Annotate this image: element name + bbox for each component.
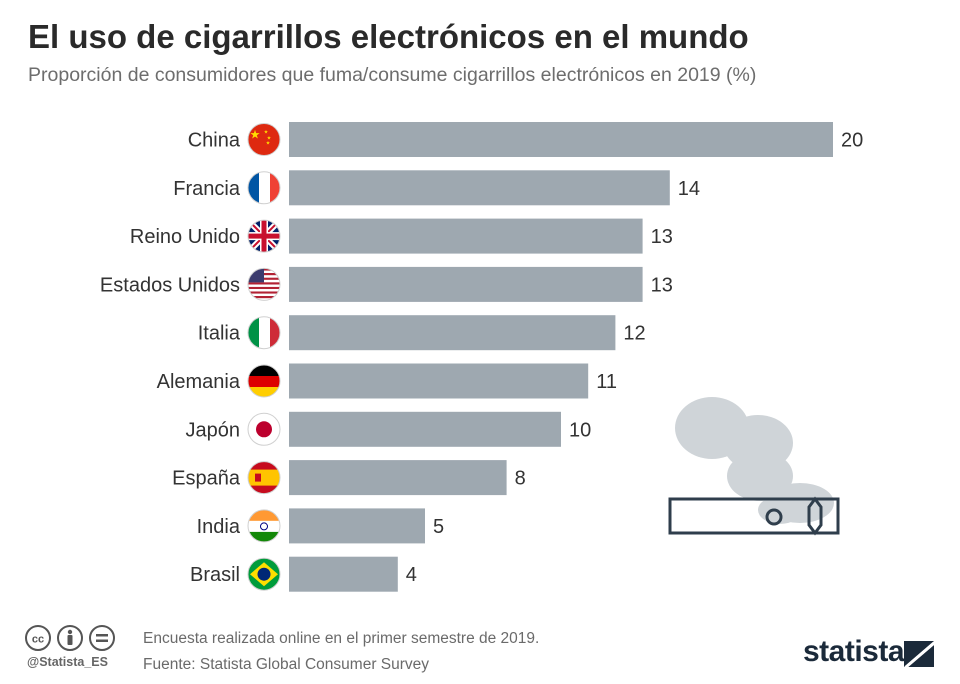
cc-icon: cc [25, 625, 51, 651]
germany-flag-icon [247, 364, 281, 398]
japan-flag-icon [247, 412, 281, 446]
svg-text:★: ★ [264, 130, 269, 136]
value-label: 4 [406, 564, 417, 586]
value-label: 10 [569, 419, 591, 441]
svg-text:cc: cc [32, 634, 44, 646]
category-label: Japón [186, 419, 241, 441]
e-cigarette-icon [668, 496, 840, 536]
bar-7 [289, 460, 507, 496]
bar-4 [289, 315, 616, 351]
chart-subtitle: Proporción de consumidores que fuma/cons… [28, 64, 757, 86]
bar-0 [289, 122, 833, 157]
smoke-cloud-icon [675, 397, 834, 524]
category-label: Francia [173, 178, 241, 200]
india-flag-icon [247, 509, 281, 543]
spain-flag-icon [247, 461, 281, 495]
category-label: España [172, 468, 241, 490]
category-label: Italia [198, 323, 241, 345]
survey-note: Encuesta realizada online en el primer s… [143, 630, 540, 647]
category-label: China [188, 130, 241, 152]
bar-6 [289, 411, 561, 447]
footer-notes: Encuesta realizada online en el primer s… [143, 626, 539, 678]
category-label: Estados Unidos [100, 274, 240, 296]
uk-flag-icon [247, 219, 281, 253]
brazil-flag-icon [247, 557, 281, 591]
category-label: India [197, 516, 241, 538]
bar-9 [289, 556, 398, 592]
value-label: 20 [841, 130, 863, 152]
attribution-icon [57, 625, 83, 651]
bar-1 [289, 170, 670, 206]
value-label: 11 [596, 371, 617, 393]
svg-text:★: ★ [250, 128, 261, 142]
chart-title: El uso de cigarrillos electrónicos en el… [28, 18, 749, 55]
value-label: 13 [651, 226, 673, 248]
bar-5 [289, 363, 589, 399]
statista-logo-text[interactable]: statista [803, 635, 905, 668]
e-cigarette-illustration [668, 397, 840, 536]
category-label: Brasil [190, 564, 240, 586]
value-label: 13 [651, 274, 673, 296]
bar-8 [289, 508, 425, 544]
source-note: Fuente: Statista Global Consumer Survey [143, 656, 430, 673]
value-label: 5 [433, 516, 444, 538]
category-label: Reino Unido [130, 226, 240, 248]
statista-handle: @Statista_ES [27, 655, 108, 669]
svg-text:★: ★ [266, 141, 271, 147]
creative-commons-icons: cc [25, 625, 115, 651]
statista-logo-icon[interactable] [904, 641, 934, 667]
svg-text:★: ★ [267, 136, 272, 142]
value-label: 8 [515, 468, 526, 490]
bar-2 [289, 218, 643, 254]
value-label: 12 [623, 323, 645, 345]
category-label: Alemania [157, 371, 241, 393]
france-flag-icon [247, 171, 281, 205]
italy-flag-icon [247, 316, 281, 350]
no-derivatives-icon [89, 625, 115, 651]
china-flag-icon: ★ ★★★ [247, 123, 281, 156]
value-label: 14 [678, 178, 700, 200]
usa-flag-icon [247, 267, 281, 301]
bar-3 [289, 266, 643, 302]
